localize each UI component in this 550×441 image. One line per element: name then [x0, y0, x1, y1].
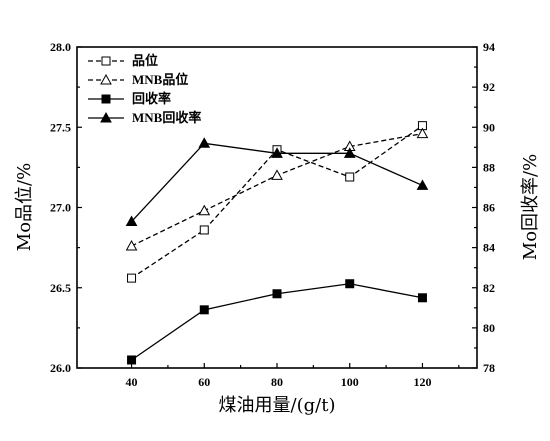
series-1-point: [345, 172, 355, 182]
y-left-tick-label: 26.5: [50, 281, 71, 295]
series-4-point: [271, 147, 283, 158]
y-axis-right-title: Mo回收率/%: [520, 154, 541, 260]
series-2-point: [125, 239, 138, 251]
series-3-point: [272, 289, 282, 299]
y-right-tick-label: 78: [483, 361, 495, 375]
x-tick-label: 80: [271, 375, 283, 389]
ticks: 40 60 80 100 120 26.0 26.5 27.0 27.5 28.0 78 80 82 84…: [50, 40, 495, 389]
series-2-point: [198, 204, 211, 216]
series-4-point: [125, 215, 138, 227]
legend-marker: [101, 56, 111, 66]
series-3-point: [417, 293, 427, 303]
series-4-point: [198, 137, 211, 148]
y-right-tick-label: 86: [483, 201, 495, 215]
series-1: [127, 121, 427, 283]
series-3: [127, 279, 427, 365]
y-right-tick-label: 92: [483, 80, 495, 94]
y-left-tick-label: 28.0: [50, 40, 71, 54]
y-right-tick-label: 90: [483, 120, 495, 134]
legend-label: MNB回收率: [132, 110, 201, 125]
y-right-tick-label: 82: [483, 281, 495, 295]
series-3-point: [127, 355, 137, 365]
legend-label: 品位: [132, 53, 158, 68]
y-left-tick-label: 27.5: [50, 120, 71, 134]
series-layer: [125, 121, 429, 365]
legend-label: 回收率: [132, 91, 171, 106]
series-2-point: [271, 169, 283, 180]
x-tick-label: 60: [198, 375, 210, 389]
y-left-tick-label: 27.0: [50, 201, 71, 215]
y-right-tick-label: 88: [483, 160, 495, 174]
series-2-point: [416, 127, 429, 139]
legend-marker: [100, 73, 112, 85]
x-tick-label: 120: [413, 375, 431, 389]
x-axis-title: 煤油用量/(g/t): [219, 395, 336, 416]
y-right-tick-label: 94: [483, 40, 495, 54]
y-right-tick-label: 80: [483, 321, 495, 335]
legend-marker: [101, 94, 111, 104]
series-4: [125, 137, 429, 227]
series-1-point: [199, 225, 209, 235]
x-tick-label: 100: [341, 375, 359, 389]
legend-marker: [100, 111, 112, 123]
series-3-point: [199, 305, 209, 315]
series-1-point: [127, 273, 137, 283]
y-left-tick-label: 26.0: [50, 361, 71, 375]
y-right-tick-label: 84: [483, 241, 495, 255]
series-4-point: [343, 147, 356, 158]
x-tick-label: 40: [126, 375, 138, 389]
series-4-point: [416, 179, 429, 190]
series-3-point: [345, 279, 355, 289]
legend-label: MNB品位: [132, 72, 188, 87]
y-axis-left-title: Mo品位/%: [14, 163, 35, 251]
